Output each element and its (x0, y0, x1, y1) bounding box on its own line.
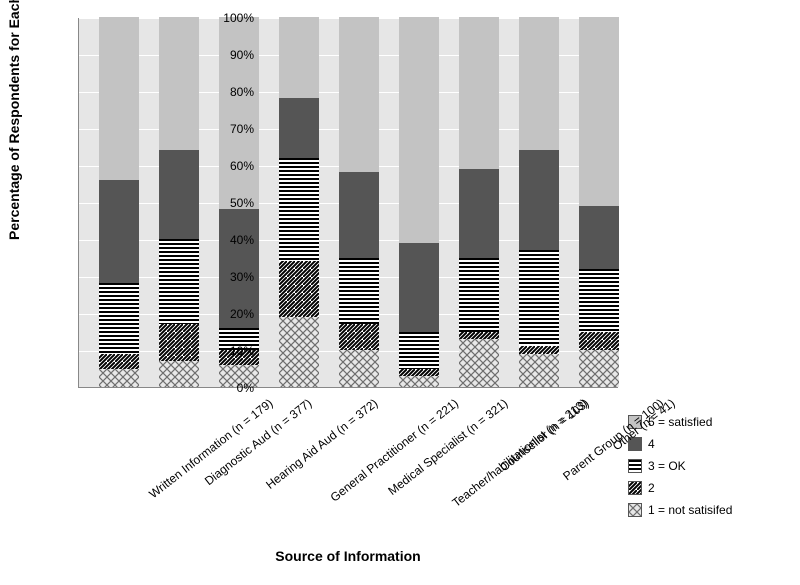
bar-segment-r1 (339, 350, 379, 387)
y-tick-label: 50% (194, 196, 254, 210)
bar-segment-r1 (159, 361, 199, 387)
bar-segment-r2 (279, 261, 319, 317)
y-tick-label: 80% (194, 85, 254, 99)
bar-column (399, 18, 439, 387)
bar-segment-r3 (99, 283, 139, 353)
y-tick-label: 60% (194, 159, 254, 173)
y-tick-label: 30% (194, 270, 254, 284)
bar-column (99, 18, 139, 387)
bar-segment-r4 (279, 98, 319, 157)
bar-segment-r3 (279, 158, 319, 262)
bar-segment-r1 (399, 376, 439, 387)
y-tick-label: 90% (194, 48, 254, 62)
bar-column (279, 18, 319, 387)
bar-segment-r4 (519, 150, 559, 250)
y-tick-label: 40% (194, 233, 254, 247)
y-axis-title: Percentage of Respondents for Each Satis… (6, 0, 22, 240)
satisfaction-stacked-bar-chart: Percentage of Respondents for Each Satis… (0, 0, 800, 585)
bar-segment-r5 (99, 17, 139, 180)
bar-segment-r4 (99, 180, 139, 284)
bar-segment-r5 (339, 17, 379, 172)
bar-segment-r2 (339, 324, 379, 350)
legend-label: 2 (648, 481, 655, 495)
y-tick-label: 0% (194, 381, 254, 395)
bar-segment-r4 (459, 169, 499, 258)
bar-segment-r4 (339, 172, 379, 257)
bar-segment-r4 (159, 150, 199, 239)
bar-segment-r2 (519, 346, 559, 353)
legend-item: 3 = OK (628, 459, 732, 473)
bar-segment-r5 (219, 17, 259, 209)
plot-area (78, 18, 618, 388)
bar-segment-r1 (579, 350, 619, 387)
bar-segment-r5 (579, 17, 619, 206)
bar-segment-r2 (399, 369, 439, 376)
legend-label: 4 (648, 437, 655, 451)
bar-segment-r2 (159, 324, 199, 361)
y-tick-label: 10% (194, 344, 254, 358)
bar-column (339, 18, 379, 387)
legend-item: 1 = not satisifed (628, 503, 732, 517)
bar-segment-r2 (99, 354, 139, 369)
bar-segment-r1 (99, 369, 139, 388)
bar-segment-r5 (279, 17, 319, 98)
bar-segment-r3 (159, 239, 199, 324)
legend-item: 2 (628, 481, 732, 495)
bar-segment-r1 (459, 339, 499, 387)
legend-label: 3 = OK (648, 459, 686, 473)
legend-swatch (628, 481, 642, 495)
bar-segment-r4 (399, 243, 439, 332)
legend-label: 1 = not satisifed (648, 503, 732, 517)
bar-segment-r3 (339, 258, 379, 325)
bar-segment-r5 (159, 17, 199, 150)
legend-item: 4 (628, 437, 732, 451)
bar-segment-r1 (279, 317, 319, 387)
y-tick-label: 100% (194, 11, 254, 25)
bar-segment-r2 (579, 332, 619, 351)
legend-swatch (628, 503, 642, 517)
y-tick-label: 20% (194, 307, 254, 321)
x-axis-title: Source of Information (78, 548, 618, 564)
bar-segment-r5 (519, 17, 559, 150)
bar-segment-r2 (459, 332, 499, 339)
bar-column (159, 18, 199, 387)
y-tick-label: 70% (194, 122, 254, 136)
bar-column (519, 18, 559, 387)
bar-segment-r5 (399, 17, 439, 243)
bar-column (459, 18, 499, 387)
bar-segment-r4 (579, 206, 619, 269)
bar-segment-r1 (519, 354, 559, 387)
bar-segment-r5 (459, 17, 499, 169)
bar-segment-r3 (459, 258, 499, 332)
bar-segment-r3 (399, 332, 439, 369)
bar-segment-r3 (579, 269, 619, 332)
bar-segment-r3 (519, 250, 559, 346)
legend-swatch (628, 459, 642, 473)
bar-column (579, 18, 619, 387)
bars-container (79, 18, 618, 387)
